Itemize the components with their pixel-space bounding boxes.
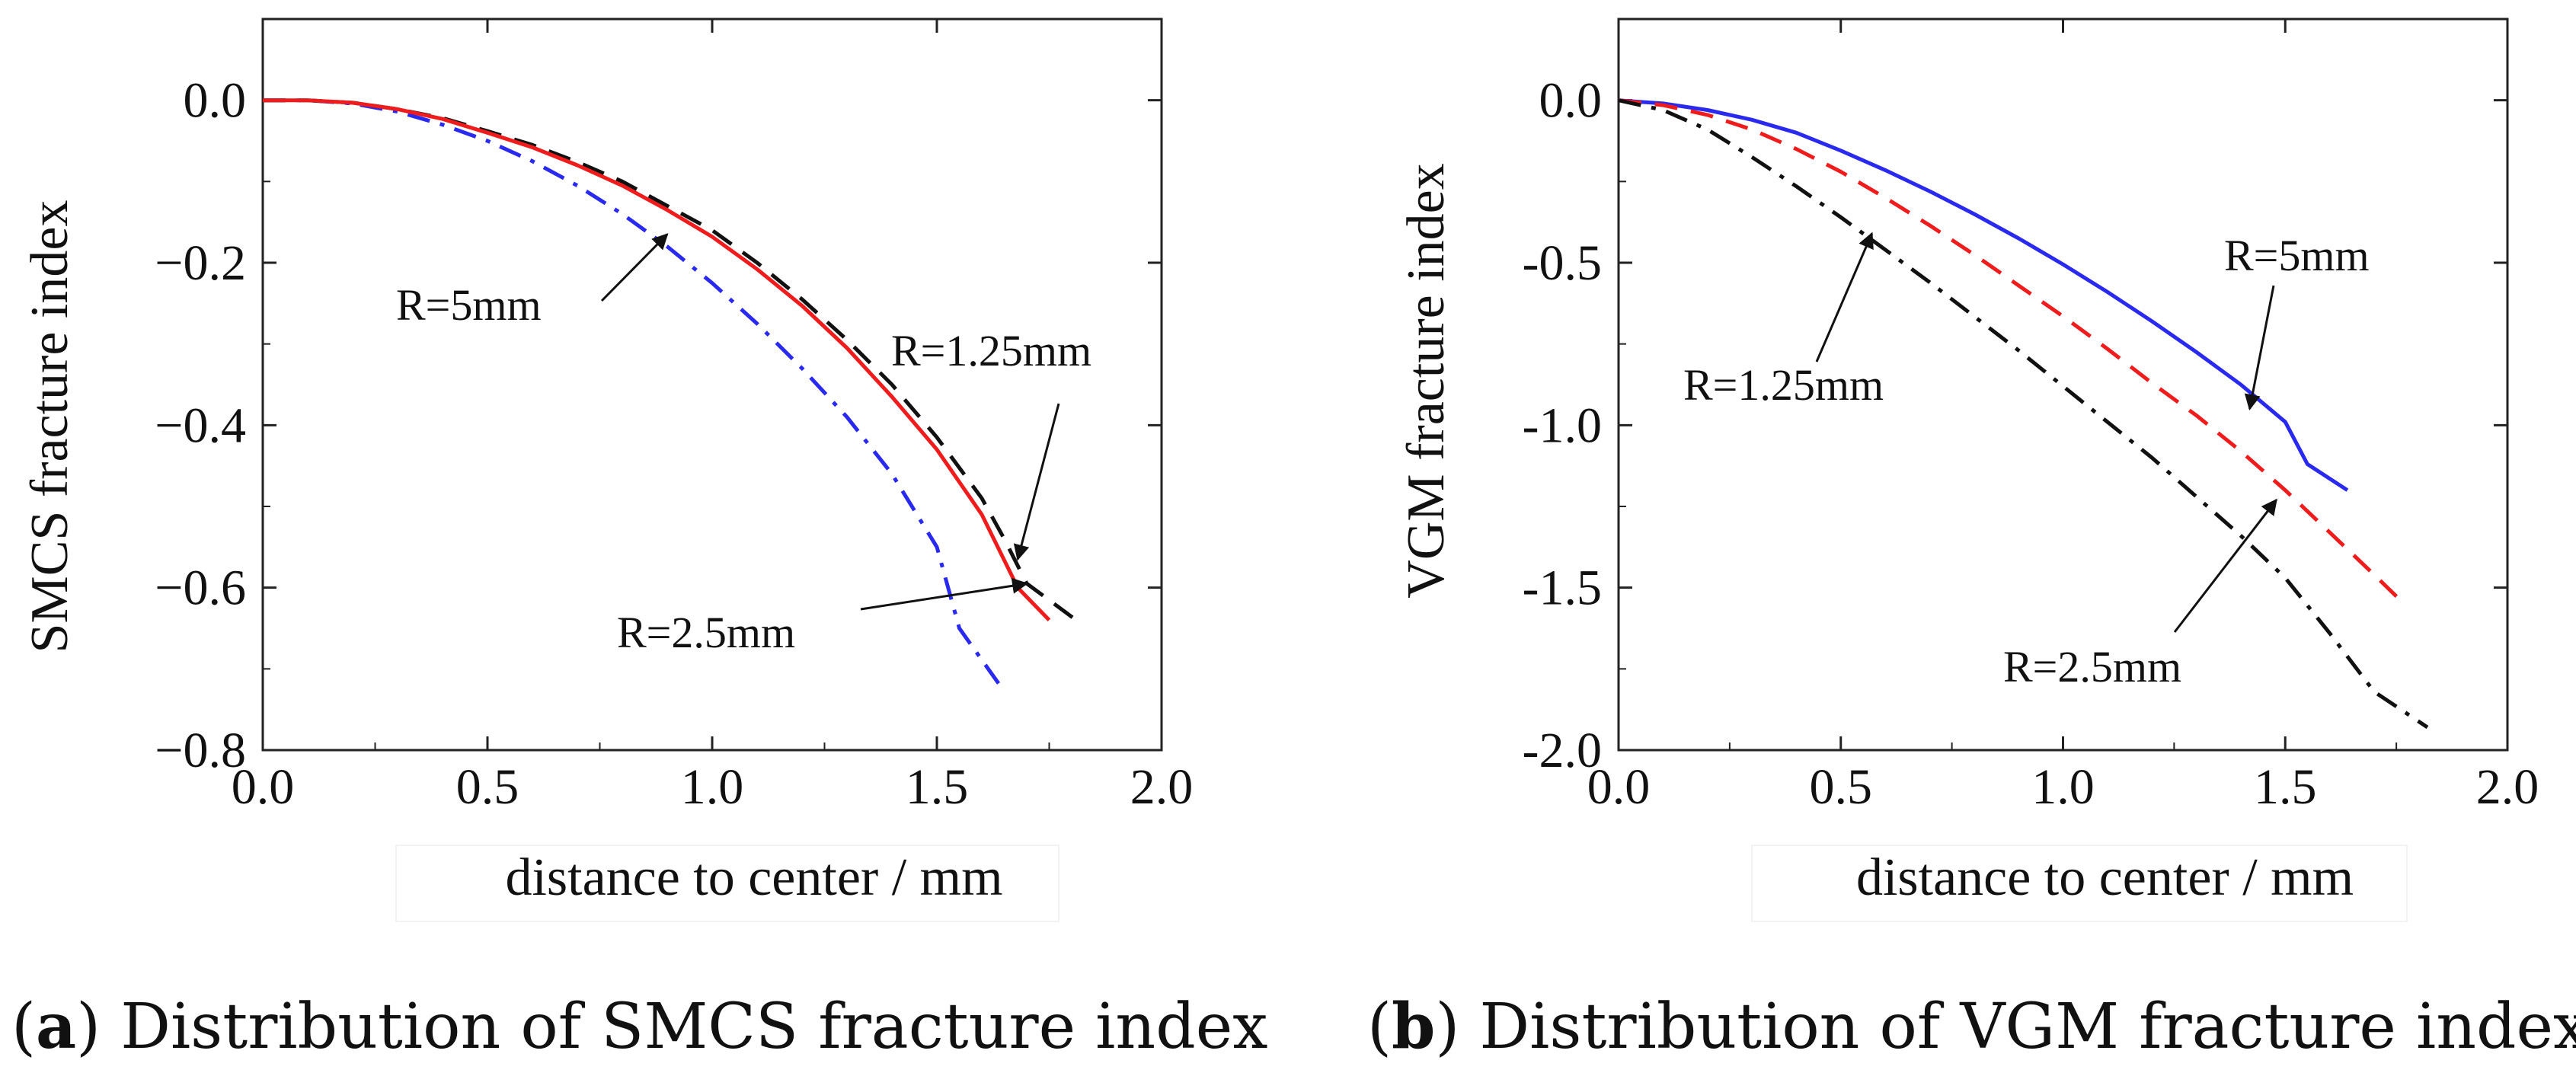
series-line-r-5mm	[263, 98, 1002, 687]
x-tick-label: 1.5	[906, 759, 969, 815]
x-tick-label: 0.5	[456, 759, 519, 815]
panel-a-chart: 0.0 0.5 1.0 1.5 2.0 0.0 −0.2 −0.4 −0.6 −0.8 distan…	[21, 18, 1194, 922]
x-tick-label: 0.5	[1810, 759, 1873, 815]
caption-a-label: a	[36, 990, 77, 1063]
annotation-arrow	[1013, 403, 1060, 561]
annotation-label: R=2.5mm	[617, 608, 795, 657]
y-tick-label: -0.5	[1523, 235, 1602, 291]
annotation-arrow	[600, 233, 669, 302]
y-axis-title: SMCS fracture index	[21, 200, 79, 653]
caption-a: (a) Distribution of SMCS fracture index	[11, 990, 1268, 1063]
annotation-arrow	[2173, 498, 2277, 633]
caption-b-label: b	[1392, 990, 1436, 1063]
x-tick-label: 1.0	[2031, 759, 2095, 815]
series-line-r-1-25mm	[1618, 98, 2429, 730]
y-tick-label: 0.0	[1539, 73, 1603, 129]
series-line-r-1-25mm	[263, 98, 1078, 622]
annotation-label: R=1.25mm	[891, 326, 1091, 375]
x-tick-label: 0.0	[232, 759, 295, 815]
caption-b-text: Distribution of VGM fracture index	[1479, 991, 2576, 1063]
y-axis-title: VGM fracture index	[1397, 163, 1456, 598]
y-tick-label: -1.5	[1523, 560, 1602, 616]
y-tick-label: −0.6	[155, 560, 246, 616]
series-line-r-5mm	[1618, 98, 2349, 492]
caption-b: (b) Distribution of VGM fracture index	[1367, 990, 2576, 1063]
annotation-label: R=5mm	[396, 280, 542, 330]
y-tick-label: -1.0	[1523, 398, 1602, 453]
annotation-label: R=2.5mm	[2003, 642, 2181, 691]
x-axis-title: distance to center / mm	[1856, 848, 2354, 907]
xlabel-frame	[1751, 845, 2408, 922]
annotation-arrow	[1815, 232, 1874, 362]
x-tick-label: 1.0	[681, 759, 744, 815]
annotation-label: R=1.25mm	[1683, 360, 1884, 410]
annotation-label: R=5mm	[2224, 231, 2370, 280]
x-tick-label: 2.0	[1130, 759, 1194, 815]
x-tick-label: 1.5	[2254, 759, 2317, 815]
y-tick-label: −0.2	[155, 235, 246, 291]
series-line-r-2-5mm	[1618, 98, 2402, 602]
panel-b-chart: 0.0 0.5 1.0 1.5 2.0 0.0 -0.5 -1.0 -1.5 -2.0 distan…	[1397, 18, 2539, 922]
y-tick-label: 0.0	[184, 73, 247, 129]
annotation-arrow	[2244, 285, 2275, 411]
y-tick-label: -2.0	[1523, 723, 1602, 778]
caption-a-text: Distribution of SMCS fracture index	[120, 991, 1268, 1063]
series-line-r-2-5mm	[263, 98, 1051, 622]
y-tick-label: −0.4	[155, 398, 246, 453]
xlabel-frame	[395, 845, 1059, 922]
x-axis-title: distance to center / mm	[505, 848, 1002, 907]
x-tick-label: 0.0	[1587, 759, 1651, 815]
x-tick-label: 2.0	[2476, 759, 2539, 815]
annotation-arrow	[860, 577, 1029, 611]
y-tick-label: −0.8	[155, 723, 246, 778]
